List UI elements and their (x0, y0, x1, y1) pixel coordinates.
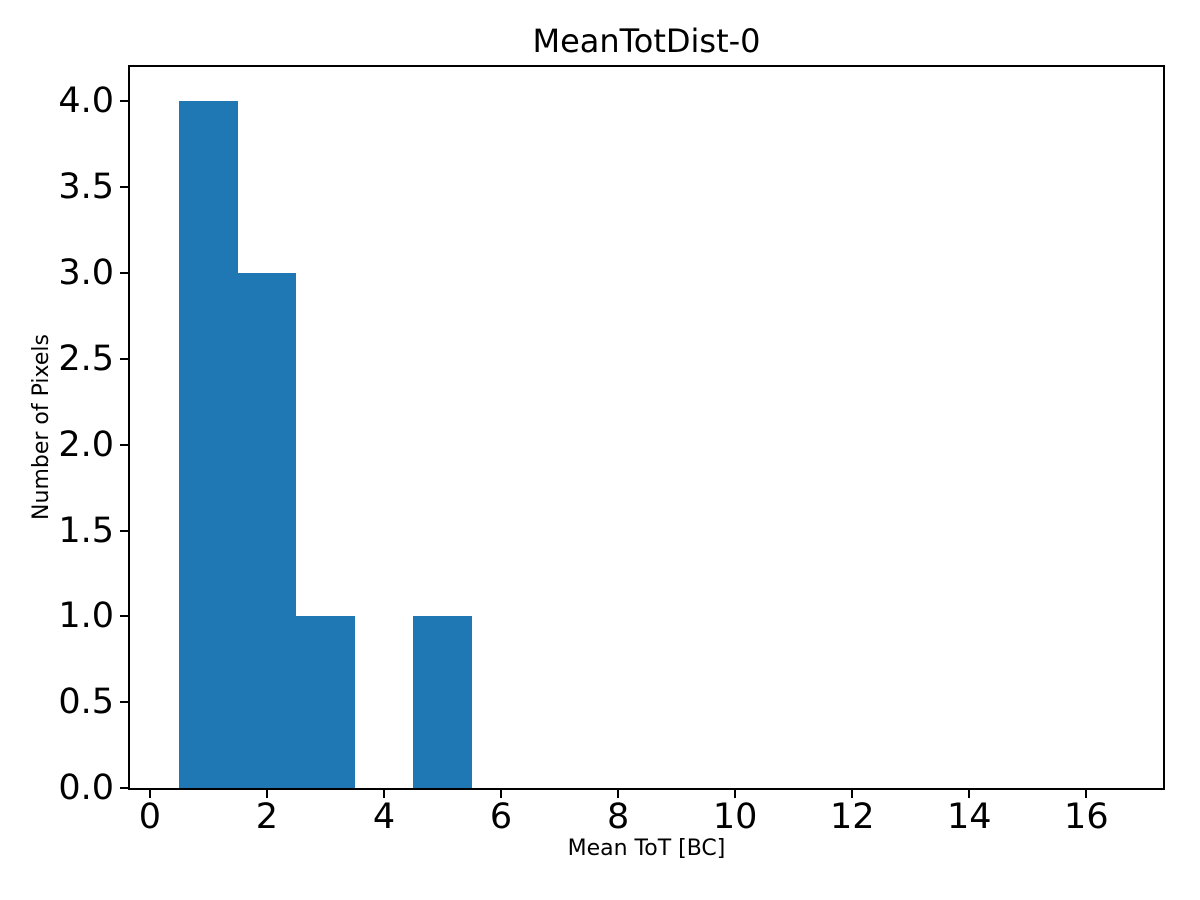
x-tick-mark (148, 790, 151, 798)
x-tick-mark (1085, 790, 1088, 798)
y-tick-mark (120, 272, 128, 274)
x-tick-label: 8 (606, 797, 630, 837)
y-tick-label: 2.5 (58, 338, 114, 379)
y-tick-label: 1.5 (58, 510, 114, 551)
y-tick-mark (120, 615, 128, 618)
x-tick-label: 10 (712, 797, 758, 837)
x-tick-label: 2 (255, 797, 279, 837)
y-tick-mark (120, 701, 128, 704)
x-tick-mark (500, 790, 503, 798)
y-tick-mark (120, 787, 128, 789)
y-tick-mark (120, 186, 128, 189)
y-tick-mark (120, 100, 128, 103)
x-tick-mark (851, 790, 854, 798)
y-tick-label: 3.0 (58, 253, 114, 293)
y-tick-label: 0.5 (58, 682, 114, 723)
y-tick-label: 3.5 (58, 167, 114, 208)
x-tick-label: 4 (372, 797, 396, 837)
x-tick-mark (617, 790, 620, 798)
y-tick-label: 1.0 (58, 596, 114, 637)
chart-title: MeanTotDist-0 (532, 22, 761, 60)
x-tick-label: 12 (829, 797, 875, 837)
x-tick-label: 16 (1064, 797, 1109, 837)
histogram-bar (179, 101, 238, 788)
histogram-bar (413, 616, 472, 788)
x-tick-label: 14 (946, 797, 992, 837)
histogram-bar (237, 273, 297, 788)
y-tick-label: 2.0 (58, 424, 114, 465)
y-tick-label: 4.0 (58, 81, 114, 122)
x-tick-mark (383, 790, 385, 798)
y-axis-label: Number of Pixels (28, 334, 54, 520)
y-tick-mark (120, 529, 128, 532)
x-tick-mark (265, 790, 268, 798)
y-tick-mark (120, 357, 128, 360)
x-tick-mark (734, 790, 737, 798)
x-tick-label: 0 (138, 797, 162, 837)
x-tick-label: 6 (489, 797, 513, 837)
histogram-bar (296, 616, 355, 788)
y-tick-mark (120, 443, 128, 446)
x-axis-label: Mean ToT [BC] (567, 836, 726, 861)
x-tick-mark (968, 790, 971, 798)
y-tick-label: 0.0 (58, 768, 114, 808)
plot-area: 0 2 4 6 8 10 12 14 16 0.0 0.5 1.0 1.5 2.0 2.5 3.0 3.5 4.0 (58, 65, 1165, 835)
